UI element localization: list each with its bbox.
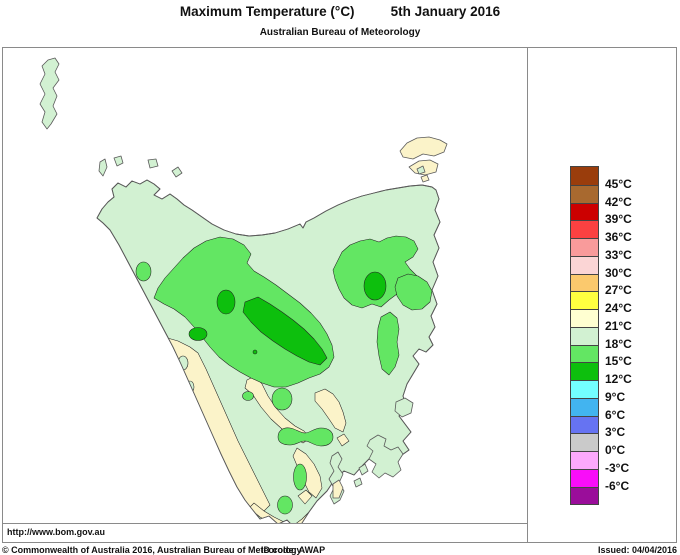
contour-overlays: [135, 235, 433, 523]
legend-label-0°C: 0°C: [605, 443, 626, 457]
legend-swatch-15°C: [571, 344, 598, 363]
region-12-15C-speck: [252, 349, 258, 355]
tasman-peninsula: [366, 434, 404, 479]
legend-label-15°C: 15°C: [605, 354, 632, 369]
region-21-24C-south-small: [297, 489, 313, 505]
region-15-18C-blob: [242, 391, 254, 401]
legend-swatch-30°C: [571, 255, 598, 274]
region-21-24C-east-small: [336, 433, 350, 447]
region-15-18C-peanut: [277, 427, 334, 447]
legend-label-24°C: 24°C: [605, 301, 632, 315]
legend-label-6°C: 6°C: [605, 407, 626, 422]
region-15-18C-blob: [293, 463, 307, 491]
north-islet: [147, 158, 159, 169]
nw-islet: [113, 155, 124, 167]
legend-label-30°C: 30°C: [605, 265, 632, 280]
legend-swatch-39°C: [571, 202, 598, 221]
legend-swatch-42°C: [571, 184, 598, 203]
legend-swatch-12°C: [571, 362, 598, 380]
legend-swatch-0°C: [571, 433, 598, 451]
header: Maximum Temperature (°C) 5th January 201…: [0, 3, 680, 38]
legend-label-21°C: 21°C: [605, 318, 632, 333]
legend-swatch-3°C: [571, 415, 598, 434]
legend-swatch-21°C: [571, 309, 598, 327]
legend-label--3°C: -3°C: [605, 460, 630, 475]
legend-label-9°C: 9°C: [605, 389, 626, 404]
legend-swatch-36°C: [571, 220, 598, 238]
panel-divider: [527, 48, 528, 542]
tasmania-map: [39, 57, 448, 523]
region-12-15C-blob: [216, 289, 236, 315]
legend-swatch-33°C: [571, 238, 598, 256]
nw-islet: [98, 158, 108, 177]
region-15-18C-east-lobe: [394, 273, 433, 311]
copyright-text: © Commonwealth of Australia 2016, Austra…: [2, 545, 302, 555]
legend-label-3°C: 3°C: [605, 425, 626, 440]
region-15-18C-east-strip: [376, 311, 400, 376]
region-15-18C-blob: [271, 387, 293, 411]
map-frame: [2, 47, 677, 543]
se-islet: [358, 463, 369, 476]
north-islet: [171, 166, 183, 178]
region-12-15C-blob: [188, 327, 208, 341]
legend-swatch-27°C: [571, 273, 598, 292]
region-15-18C-blob: [277, 495, 293, 515]
region-21-24C-east: [314, 388, 347, 433]
legend-label-12°C: 12°C: [605, 372, 632, 386]
legend-swatch-lowest: [571, 486, 598, 505]
small-cream-islet: [420, 174, 430, 183]
legend-label-45°C: 45°C: [605, 176, 632, 191]
legend-swatch-6°C: [571, 397, 598, 416]
issued-date-text: Issued: 04/04/2016: [597, 545, 677, 555]
se-islet: [353, 477, 363, 488]
legend-swatch-24°C: [571, 291, 598, 309]
url-bar-separator: [3, 523, 527, 524]
id-code-text: ID code: AWAP: [261, 545, 326, 555]
legend-label-18°C: 18°C: [605, 336, 632, 351]
region-15-18C-west-oval: [135, 261, 152, 282]
legend-swatch-18°C: [571, 326, 598, 345]
region-21-24C-se-ribbon: [292, 447, 323, 499]
islands: [39, 57, 448, 505]
legend-swatch-45°C: [571, 167, 598, 185]
cape-barren-mint-patch: [416, 165, 426, 175]
legend-label--6°C: -6°C: [605, 478, 630, 493]
maria-island: [394, 397, 414, 418]
legend-label-33°C: 33°C: [605, 247, 632, 262]
flinders-island: [399, 136, 448, 160]
organisation-subtitle: Australian Bureau of Meteorology: [259, 27, 421, 38]
legend-label-39°C: 39°C: [605, 212, 632, 227]
page-title: Maximum Temperature (°C): [179, 4, 355, 19]
bom-url: http://www.bom.gov.au: [7, 527, 105, 537]
legend-swatch--3°C: [571, 451, 598, 469]
legend-swatch-9°C: [571, 380, 598, 398]
region-12-15C-northeast-core: [363, 271, 387, 301]
legend-label-36°C: 36°C: [605, 230, 632, 244]
legend-label-42°C: 42°C: [605, 194, 632, 209]
region-12-15C-central-band: [242, 296, 328, 366]
legend-label-27°C: 27°C: [605, 283, 632, 298]
bruny-cream-patch: [332, 479, 344, 499]
page-date: 5th January 2016: [390, 4, 501, 19]
legend-swatch--6°C: [571, 468, 598, 487]
legend-swatch-column: [570, 166, 599, 506]
king-island: [39, 57, 60, 130]
